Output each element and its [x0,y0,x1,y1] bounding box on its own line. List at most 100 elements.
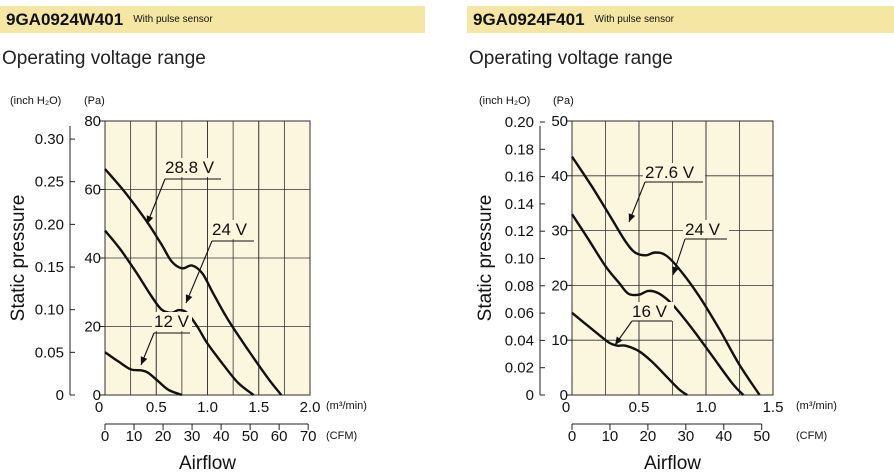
y-unit-inch: (inch H₂O) [479,95,530,107]
inch-tick-label: 0.12 [505,223,534,240]
inch-tick-label: 0.05 [35,344,64,361]
x-unit-m3min: (m³/min) [796,400,837,412]
x-tick-label: 0.5 [629,399,650,416]
x-tick-label: 0 [562,399,570,416]
cfm-tick-label: 60 [271,428,288,445]
cfm-tick-label: 10 [602,428,619,445]
chart-panel-9ga0924f401: 9GA0924F401 With pulse sensor Operating … [467,0,894,476]
series-leader-line [185,240,213,304]
model-name: 9GA0924W401 [6,9,124,29]
pa-tick-label: 0 [93,387,101,404]
y-axis-title: Static pressure [475,195,496,322]
series-leader-arrow [672,266,679,275]
x-tick-label: 0 [95,399,103,416]
pa-tick-label: 20 [84,319,101,336]
series-label-bg [163,158,223,177]
series-label-bg [643,163,705,182]
series-label-bg [210,220,256,239]
series-line [570,155,761,396]
model-name: 9GA0924F401 [473,9,585,29]
inch-tick-label: 0.15 [35,259,64,276]
series-leader-line [146,178,166,225]
inch-tick-label: 0 [526,387,534,404]
series-leader-arrow [185,294,193,303]
section-title: Operating voltage range [469,48,673,69]
inch-tick-label: 0.10 [505,250,534,267]
series-label: 28.8 V [165,158,215,177]
pa-tick-label: 20 [551,277,568,294]
inch-tick-label: 0.25 [35,174,64,191]
x-axis-title: Airflow [644,453,701,474]
series-line [104,351,183,397]
series-leader-arrow [628,213,636,222]
series-line [104,229,255,396]
x-tick-label: 2.0 [300,399,321,416]
inch-tick-label: 0.30 [35,131,64,148]
x-tick-label: 1.5 [248,399,269,416]
model-note: With pulse sensor [594,14,675,25]
x-unit-cfm: (CFM) [326,430,357,442]
inch-tick-label: 0.04 [505,332,534,349]
inch-tick-label: 0 [56,387,64,404]
inch-tick-label: 0.18 [505,141,534,158]
y-unit-inch: (inch H₂O) [10,95,61,107]
pa-tick-label: 80 [84,113,101,130]
series-label-bg [630,302,674,321]
x-unit-cfm: (CFM) [796,430,827,442]
series-line [104,168,283,396]
series-line [571,311,688,397]
pa-tick-label: 50 [551,113,568,130]
series-label-bg [683,220,729,239]
inch-tick-label: 0.20 [505,114,534,131]
y-axis-title: Static pressure [8,195,29,322]
x-tick-label: 1.5 [763,399,784,416]
x-tick-label: 1.0 [197,399,218,416]
inch-tick-label: 0.16 [505,169,534,186]
pq-chart-9ga0924w401: 0 20 40 60 80 0 0.05 0.10 0.15 0.20 0.25 0.30 (inch … [8,95,367,474]
inch-tick-label: 0.02 [505,360,534,377]
inch-tick-label: 0.06 [505,305,534,322]
x-tick-label: 0.5 [146,399,167,416]
series-label-bg [152,312,192,331]
inch-tick-label: 0.20 [35,216,64,233]
pq-chart-9ga0924f401: 0 10 20 30 40 50 0 0.02 0.04 0.06 0.08 0.10 0.12 0.14… [475,95,837,474]
model-header-bar: 9GA0924W401 With pulse sensor [0,6,425,33]
cfm-tick-label: 70 [300,428,317,445]
x-unit-m3min: (m³/min) [326,400,367,412]
cfm-tick-label: 40 [715,428,732,445]
pa-tick-label: 60 [84,182,101,199]
model-header-bar: 9GA0924F401 With pulse sensor [467,6,894,33]
cfm-tick-label: 50 [242,428,259,445]
pa-tick-label: 10 [551,332,568,349]
pa-tick-label: 40 [84,250,101,267]
series-leader-arrow [140,356,148,365]
cfm-tick-label: 40 [213,428,230,445]
cfm-tick-label: 0 [568,428,576,445]
inch-tick-label: 0.14 [505,196,534,213]
series-label: 12 V [154,312,190,331]
series-line [570,213,745,396]
cfm-tick-label: 10 [126,428,143,445]
series-leader-arrow [146,215,154,224]
pa-tick-label: 0 [560,387,568,404]
series-leader-arrow [615,336,623,345]
inch-tick-label: 0.08 [505,278,534,295]
model-note: With pulse sensor [133,14,213,25]
series-label: 16 V [632,302,668,321]
x-tick-label: 1.0 [696,399,717,416]
y-unit-pa: (Pa) [553,95,574,107]
x-axis-title: Airflow [179,453,236,474]
y-unit-pa: (Pa) [84,95,105,107]
cfm-tick-label: 30 [184,428,201,445]
series-label: 24 V [685,220,721,239]
chart-panel-9ga0924w401: 9GA0924W401 With pulse sensor Operating … [0,6,425,474]
section-title: Operating voltage range [2,48,206,69]
cfm-tick-label: 0 [101,428,109,445]
cfm-tick-label: 50 [753,428,770,445]
cfm-tick-label: 20 [155,428,172,445]
series-label: 24 V [212,220,248,239]
pa-tick-label: 30 [551,223,568,240]
inch-tick-label: 0.10 [35,302,64,319]
cfm-tick-label: 30 [677,428,694,445]
cfm-tick-label: 20 [640,428,657,445]
